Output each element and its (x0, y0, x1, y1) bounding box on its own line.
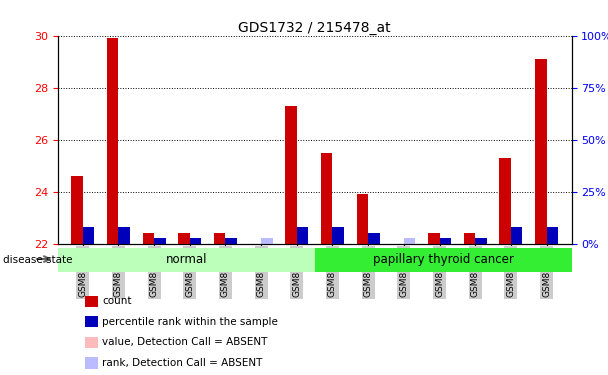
Bar (71, 176, 83, 244)
Text: disease state: disease state (3, 255, 72, 265)
Bar (440, 237, 451, 244)
Bar (547, 227, 558, 244)
Bar (190, 237, 201, 244)
Bar (226, 237, 237, 244)
Bar (83, 227, 94, 244)
Text: normal: normal (165, 253, 207, 266)
Bar (475, 237, 486, 244)
Text: count: count (102, 296, 132, 306)
Bar (464, 233, 475, 244)
Text: percentile rank within the sample: percentile rank within the sample (102, 317, 278, 327)
Bar (107, 38, 119, 244)
Text: rank, Detection Call = ABSENT: rank, Detection Call = ABSENT (102, 358, 263, 368)
Bar (285, 106, 297, 244)
Bar (499, 158, 511, 244)
Bar (58, 248, 315, 272)
Bar (315, 248, 572, 272)
Bar (428, 233, 440, 244)
Bar (143, 233, 154, 244)
Bar (297, 227, 308, 244)
Title: GDS1732 / 215478_at: GDS1732 / 215478_at (238, 21, 391, 34)
Bar (214, 233, 226, 244)
Text: papillary thyroid cancer: papillary thyroid cancer (373, 253, 514, 266)
Bar (357, 194, 368, 244)
Text: value, Detection Call = ABSENT: value, Detection Call = ABSENT (102, 338, 268, 347)
Bar (154, 237, 165, 244)
Bar (368, 233, 379, 244)
Bar (535, 59, 547, 244)
Bar (333, 227, 344, 244)
Bar (511, 227, 522, 244)
Bar (261, 237, 272, 244)
Bar (321, 153, 333, 244)
Bar (178, 233, 190, 244)
Bar (119, 227, 130, 244)
Bar (404, 237, 415, 244)
